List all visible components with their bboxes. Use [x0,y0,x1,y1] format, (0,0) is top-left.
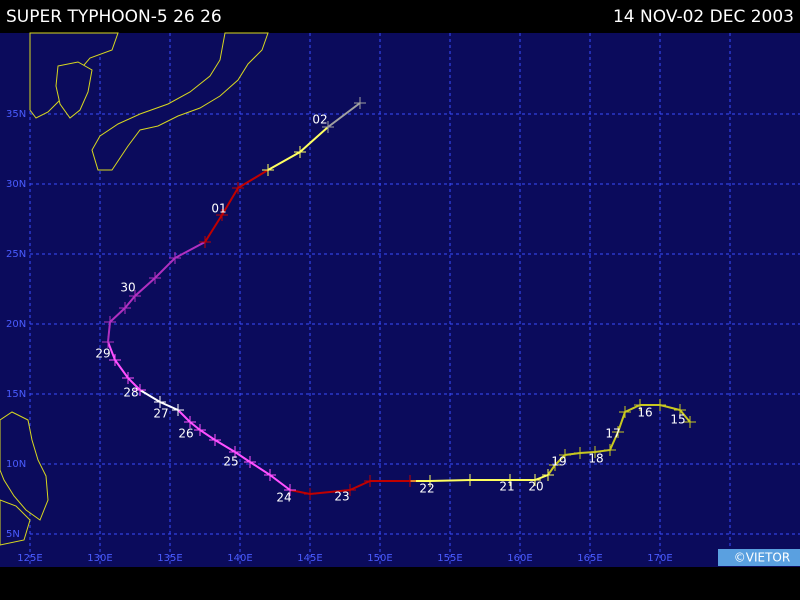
track-tick [199,236,211,248]
track-tick [172,404,184,416]
lon-label: 155E [437,553,462,564]
track-tick [589,446,601,458]
lat-label: 15N [6,389,26,400]
track-tick [122,372,134,384]
track-tick [194,424,206,436]
day-label: 01 [211,202,226,216]
lat-label: 30N [6,179,26,190]
track-tick [619,406,631,418]
lon-label: 160E [507,553,532,564]
lat-label: 25N [6,249,26,260]
track-tick [169,252,181,264]
day-label: 18 [588,452,603,466]
labels: 35N 30N 25N 20N 15N 10N 5N 125E 130E 135E 140E 145E… [6,109,743,564]
day-label: 02 [312,113,327,127]
day-label: 29 [95,347,110,361]
track-tick [612,426,624,438]
track-tick [424,475,436,487]
track-tick [574,447,586,459]
day-label: 15 [670,413,685,427]
day-label: 28 [123,386,138,400]
land [0,32,269,546]
lon-label: 170E [647,553,672,564]
track-tick [404,475,416,487]
lon-label: 140E [227,553,252,564]
track-tick [559,449,571,461]
track-tick [119,302,131,314]
track-tick [549,459,561,471]
day-label: 27 [153,407,168,421]
day-label: 22 [419,482,434,496]
japan [91,32,269,171]
track-tick [209,434,221,446]
track-segment [547,404,691,476]
track-tick [109,354,121,366]
track-tick [264,469,276,481]
track-tick [684,416,696,428]
track-tick [604,444,616,456]
track-tick [654,399,666,411]
track-segment [204,169,269,243]
korea [55,61,93,119]
lat-label: 5N [6,529,20,540]
lon-label: 135E [157,553,182,564]
lat-label: 20N [6,319,26,330]
track-tick [129,290,141,302]
credit-box [718,549,800,566]
day-label: 16 [637,406,652,420]
day-label: 21 [499,480,514,494]
graticule [29,33,800,566]
dates: 14 NOV-02 DEC 2003 [613,7,794,27]
day-label: 17 [605,427,620,441]
track-tick [529,474,541,486]
mindanao [0,499,31,546]
title: SUPER TYPHOON-5 26 26 [6,7,222,27]
philippines [0,411,49,521]
track-tick [149,272,161,284]
track-tick [102,336,114,348]
track-tick [464,474,476,486]
day-label: 19 [551,455,566,469]
track-tick [504,474,516,486]
lon-label: 130E [87,553,112,564]
track-tick [542,469,554,481]
track-tick [284,484,296,496]
track-tick [154,396,166,408]
credit: ©VIETOR [734,551,790,565]
track-tick [232,182,244,194]
track-tick [294,146,306,158]
day-label: 30 [120,281,135,295]
lon-label: 150E [367,553,392,564]
track-tick [104,316,116,328]
track-segment [107,341,141,391]
track-tick [364,475,376,487]
track-segment [177,409,291,491]
lon-label: 145E [297,553,322,564]
track-tick [354,97,366,109]
track-segment [327,102,361,128]
track-tick [262,164,274,176]
lat-label: 35N [6,109,26,120]
track-tick [134,384,146,396]
track-tick [216,209,228,221]
track-tick [304,488,316,500]
lat-label: 10N [6,459,26,470]
ocean [0,33,800,567]
day-label: 20 [528,480,543,494]
track-tick [344,484,356,496]
track-tick [634,399,646,411]
track-tick [674,404,686,416]
storm-track [102,97,696,500]
track-tick [184,416,196,428]
track-tick [322,121,334,133]
day-label: 25 [223,455,238,469]
day-label: 26 [178,427,193,441]
lon-label: 125E [17,553,42,564]
lon-label: 165E [577,553,602,564]
day-label: 23 [334,490,349,504]
track-tick [229,446,241,458]
day-label: 24 [276,491,291,505]
track-tick [244,456,256,468]
